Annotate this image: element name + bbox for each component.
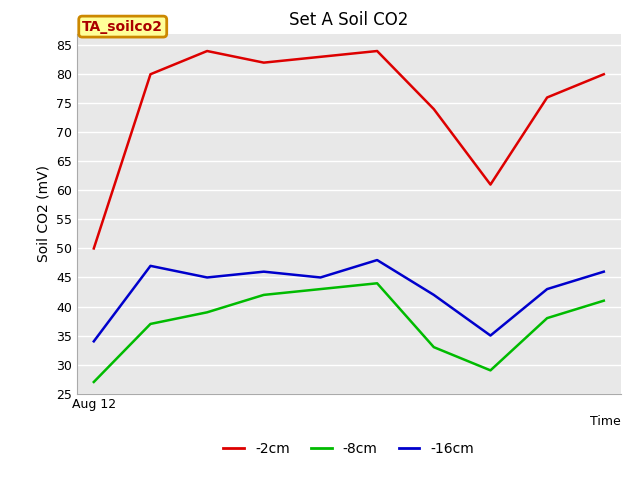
Legend: -2cm, -8cm, -16cm: -2cm, -8cm, -16cm [218, 436, 480, 462]
Text: TA_soilco2: TA_soilco2 [82, 20, 163, 34]
Title: Set A Soil CO2: Set A Soil CO2 [289, 11, 408, 29]
Y-axis label: Soil CO2 (mV): Soil CO2 (mV) [36, 165, 51, 262]
Text: Time: Time [590, 415, 621, 428]
